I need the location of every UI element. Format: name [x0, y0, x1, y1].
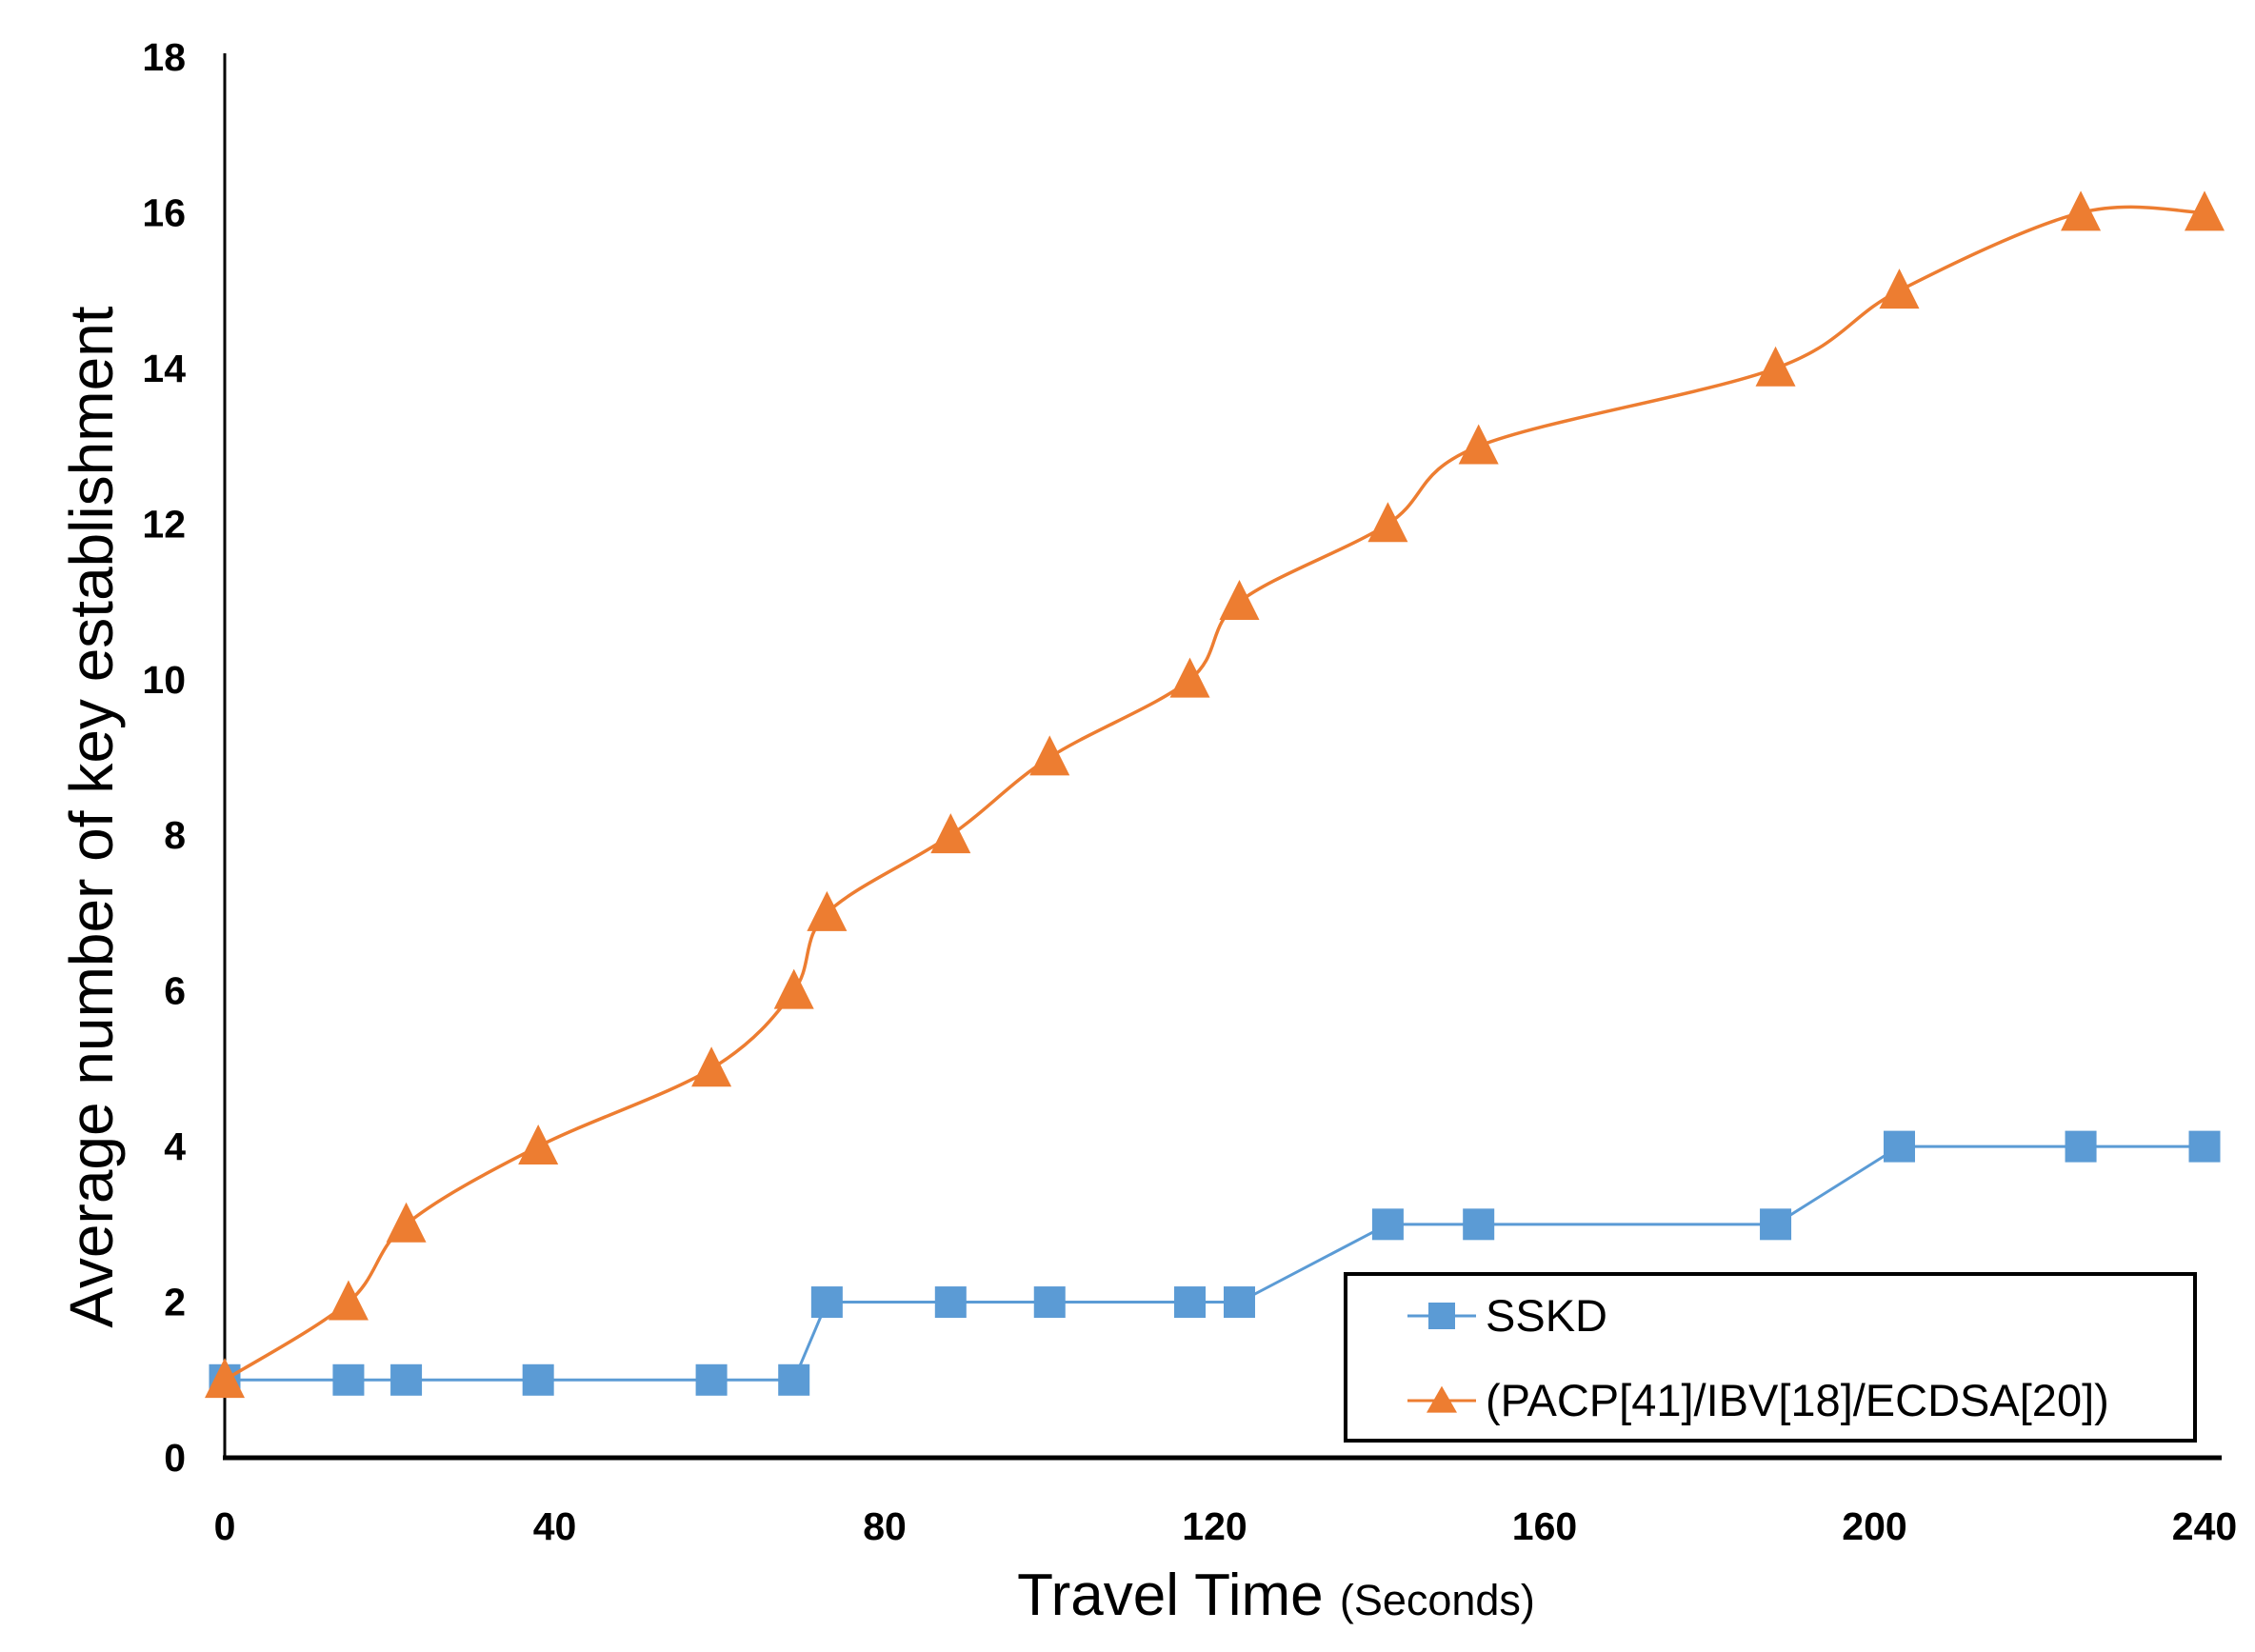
legend: SSKD (PACP[41]/IBV[18]/ECDSA[20]) [1344, 1272, 2197, 1443]
marker-square-sskd [810, 1286, 843, 1319]
marker-square-sskd [934, 1286, 967, 1319]
y-tick-label: 6 [164, 969, 186, 1013]
marker-triangle-pacp-41-ibv-18-ecdsa [930, 813, 971, 854]
legend-item-sskd: SSKD [1407, 1290, 1607, 1341]
x-tick-label: 80 [863, 1504, 907, 1548]
y-tick-label: 0 [164, 1436, 186, 1480]
y-tick-label: 12 [142, 502, 186, 546]
marker-square-sskd [1463, 1208, 1495, 1241]
x-tick-label: 40 [533, 1504, 577, 1548]
marker-triangle-pacp-41-ibv-18-ecdsa [205, 1358, 245, 1399]
marker-triangle-pacp-41-ibv-18-ecdsa [1458, 424, 1499, 465]
y-tick-label: 16 [142, 190, 186, 234]
marker-triangle-pacp-41-ibv-18-ecdsa [386, 1202, 427, 1243]
marker-square-sskd [2065, 1130, 2097, 1163]
marker-square-sskd [1033, 1286, 1066, 1319]
x-tick-label: 0 [214, 1504, 236, 1548]
legend-label-sskd: SSKD [1486, 1290, 1607, 1341]
marker-triangle-pacp-41-ibv-18-ecdsa [1367, 502, 1408, 543]
x-tick-label: 160 [1512, 1504, 1577, 1548]
marker-square-sskd [522, 1363, 554, 1396]
y-tick-label: 14 [142, 347, 186, 390]
series-sskd [209, 1130, 2221, 1396]
legend-item-pacp-41-ibv-18-ecdsa: (PACP[41]/IBV[18]/ECDSA[20]) [1407, 1375, 2109, 1425]
marker-square-sskd [1371, 1208, 1404, 1241]
legend-box [1344, 1272, 2197, 1443]
x-axis-title-unit: (Seconds) [1340, 1576, 1535, 1624]
legend-marker-square-sskd [1428, 1303, 1455, 1329]
marker-triangle-pacp-41-ibv-18-ecdsa [518, 1125, 559, 1165]
marker-triangle-pacp-41-ibv-18-ecdsa [1879, 269, 1920, 309]
marker-square-sskd [1174, 1286, 1207, 1319]
marker-square-sskd [1883, 1130, 1915, 1163]
y-tick-label: 4 [164, 1125, 186, 1168]
y-axis-title: Average number of key establishment [57, 306, 126, 1327]
marker-square-sskd [695, 1363, 728, 1396]
x-tick-label: 200 [1842, 1504, 1906, 1548]
marker-triangle-pacp-41-ibv-18-ecdsa [1755, 346, 1796, 387]
marker-square-sskd [2188, 1130, 2221, 1163]
series-line-pacp-41-ibv-18-ecdsa [224, 205, 2205, 1382]
key-establishment-chart: 0 2 4 6 8 10 12 14 16 18 0 40 80 120 160 200 240 Average … [38, 15, 2255, 1652]
x-axis-title-main: Travel Time [1017, 1562, 1340, 1628]
x-tick-label: 120 [1182, 1504, 1247, 1548]
legend-label-pacp-41-ibv-18-ecdsa: (PACP[41]/IBV[18]/ECDSA[20]) [1486, 1375, 2109, 1425]
y-tick-label: 18 [142, 35, 186, 79]
marker-triangle-pacp-41-ibv-18-ecdsa [773, 968, 814, 1009]
x-tick-label: 240 [2172, 1504, 2237, 1548]
marker-triangle-pacp-41-ibv-18-ecdsa [328, 1280, 369, 1321]
series-pacp-41-ibv-18-ecdsa [205, 190, 2225, 1399]
marker-triangle-pacp-41-ibv-18-ecdsa [2061, 190, 2102, 231]
y-tick-label: 8 [164, 813, 186, 857]
y-tick-label: 2 [164, 1281, 186, 1324]
y-tick-label: 10 [142, 658, 186, 702]
legend-marker-triangle-pacp-41-ibv-18-ecdsa [1427, 1385, 1457, 1413]
marker-triangle-pacp-41-ibv-18-ecdsa [1169, 657, 1210, 698]
marker-square-sskd [390, 1363, 423, 1396]
marker-triangle-pacp-41-ibv-18-ecdsa [1219, 579, 1260, 620]
marker-square-sskd [1223, 1286, 1255, 1319]
marker-triangle-pacp-41-ibv-18-ecdsa [1029, 735, 1070, 776]
marker-square-sskd [332, 1363, 365, 1396]
marker-triangle-pacp-41-ibv-18-ecdsa [2185, 190, 2225, 231]
x-axis-title: Travel Time (Seconds) [1017, 1562, 1535, 1628]
line-chart-canvas: 0 2 4 6 8 10 12 14 16 18 0 40 80 120 160 200 240 Average … [57, 35, 2237, 1628]
marker-triangle-pacp-41-ibv-18-ecdsa [691, 1046, 732, 1087]
marker-triangle-pacp-41-ibv-18-ecdsa [807, 890, 848, 931]
marker-square-sskd [778, 1363, 810, 1396]
marker-square-sskd [1760, 1208, 1792, 1241]
